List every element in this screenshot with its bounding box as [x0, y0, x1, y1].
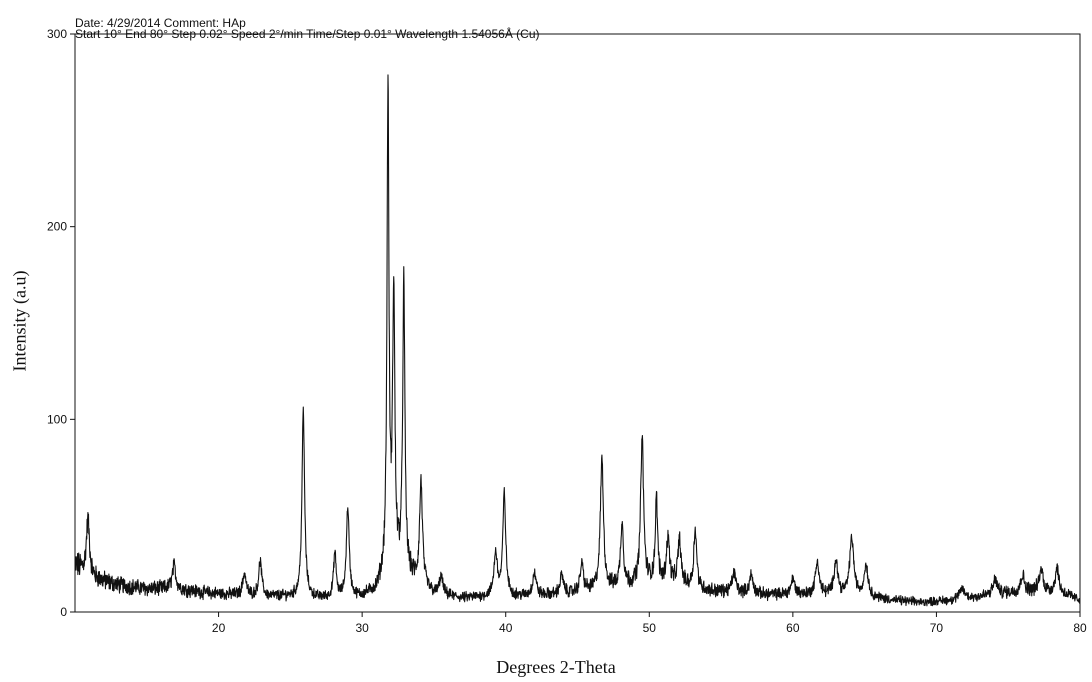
y-tick-label-200: 200: [47, 220, 67, 234]
x-tick-label-70: 70: [930, 621, 944, 635]
plot-frame: [74, 33, 1081, 613]
y-tick-label-0: 0: [60, 605, 67, 619]
header-line-date-comment: Date: 4/29/2014 Comment: HAp: [75, 16, 246, 30]
y-tick-label-100: 100: [47, 412, 67, 426]
x-tick-label-30: 30: [355, 621, 369, 635]
header-line-scan-parameters: Start 10° End 80° Step 0.02° Speed 2°/mi…: [75, 27, 540, 41]
x-tick-label-40: 40: [499, 621, 513, 635]
x-tick-label-80: 80: [1073, 621, 1087, 635]
x-tick-label-20: 20: [212, 621, 226, 635]
x-tick-label-50: 50: [643, 621, 657, 635]
diffraction-pattern-line: [74, 74, 1081, 607]
x-tick-label-60: 60: [786, 621, 800, 635]
x-axis-label: Degrees 2-Theta: [496, 657, 616, 677]
ticks-layer: 20 30 40 50 60 70 80 0 100 200 300: [47, 27, 1087, 635]
y-tick-label-300: 300: [47, 27, 67, 41]
y-axis-label: Intensity (a.u): [9, 270, 30, 372]
